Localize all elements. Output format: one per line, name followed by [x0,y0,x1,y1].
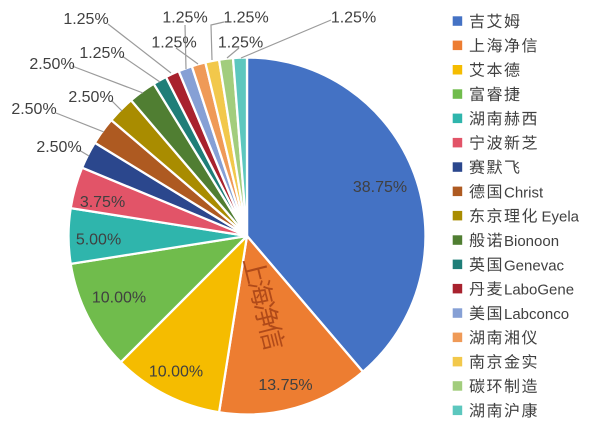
svg-text:Genevac: Genevac [504,257,565,274]
svg-text:10.00%: 10.00% [149,364,203,381]
svg-text:1.25%: 1.25% [151,35,196,52]
svg-text:Eyela: Eyela [542,209,580,226]
svg-text:2.50%: 2.50% [11,101,56,118]
svg-text:2.50%: 2.50% [36,139,81,156]
svg-text:Bionoon: Bionoon [504,233,559,250]
svg-text:2.50%: 2.50% [68,89,113,106]
svg-text:1.25%: 1.25% [223,10,268,27]
svg-text:3.75%: 3.75% [80,194,125,211]
svg-text:LaboGene: LaboGene [504,282,574,299]
svg-text:1.25%: 1.25% [79,45,124,62]
svg-text:5.00%: 5.00% [76,232,121,249]
svg-text:38.75%: 38.75% [353,179,407,196]
svg-text:1.25%: 1.25% [63,11,108,28]
svg-text:Labconco: Labconco [504,306,569,323]
svg-text:1.25%: 1.25% [162,10,207,27]
svg-text:13.75%: 13.75% [258,377,312,394]
svg-text:2.50%: 2.50% [29,56,74,73]
svg-text:1.25%: 1.25% [218,35,263,52]
svg-text:1.25%: 1.25% [331,10,376,27]
svg-text:Christ: Christ [504,184,544,201]
svg-text:10.00%: 10.00% [92,290,146,307]
